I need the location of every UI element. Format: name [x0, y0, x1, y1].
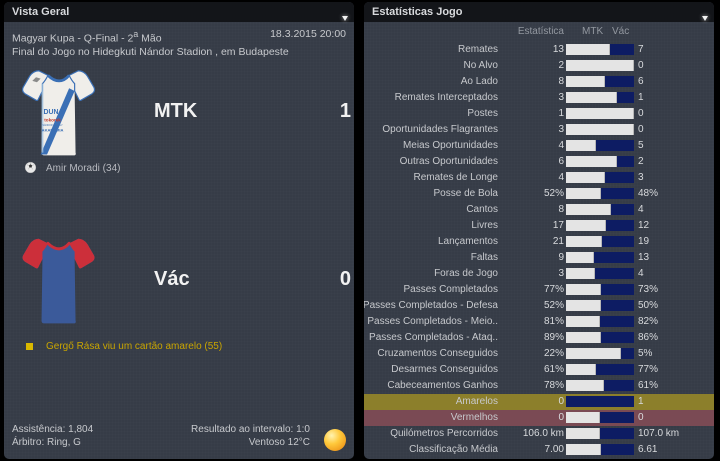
svg-text:AKADÉMIA: AKADÉMIA [42, 127, 64, 132]
svg-text:DUNA: DUNA [44, 109, 64, 116]
svg-text:tokorek: tokorek [44, 117, 61, 122]
svg-text:SÁNDOR KÁROLY: SÁNDOR KÁROLY [42, 124, 63, 127]
